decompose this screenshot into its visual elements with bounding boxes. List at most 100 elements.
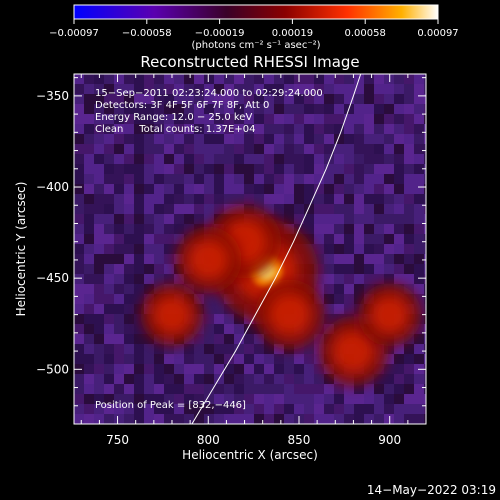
heatmap-pixel [154,264,164,274]
heatmap-pixel [194,124,204,134]
heatmap-pixel [184,94,194,104]
heatmap-pixel [394,414,404,424]
heatmap-pixel [324,234,334,244]
heatmap-pixel [74,134,84,144]
heatmap-pixel [154,344,164,354]
heatmap-pixel [174,384,184,394]
heatmap-pixel [394,174,404,184]
heatmap-pixel [254,164,264,174]
heatmap-pixel [194,134,204,144]
heatmap-pixel [404,344,414,354]
chart-title: Reconstructed RHESSI Image [140,53,359,71]
heatmap-pixel [74,404,84,414]
heatmap-pixel [384,414,394,424]
heatmap-pixel [354,394,364,404]
heatmap-pixel [244,144,254,154]
heatmap-pixel [164,84,174,94]
heatmap-pixel [74,84,84,94]
heatmap-pixel [74,104,84,114]
heatmap-pixel [324,154,334,164]
heatmap-pixel [404,154,414,164]
heatmap-pixel [94,204,104,214]
heatmap-pixel [384,224,394,234]
heatmap-pixel [234,164,244,174]
heatmap-pixel [244,374,254,384]
heatmap-pixel [374,84,384,94]
heatmap-pixel [114,284,124,294]
heatmap-pixel [304,174,314,184]
heatmap-pixel [114,414,124,424]
heatmap-pixel [164,384,174,394]
heatmap-pixel [234,124,244,134]
heatmap-pixel [274,414,284,424]
heatmap-pixel [114,194,124,204]
heatmap-pixel [414,134,424,144]
heatmap-pixel [164,194,174,204]
heatmap-pixel [214,404,224,414]
heatmap-pixel [84,234,94,244]
heatmap-pixel [374,124,384,134]
heatmap-pixel [344,154,354,164]
heatmap-pixel [164,124,174,134]
heatmap-pixel [204,314,214,324]
heatmap-pixel [104,364,114,374]
heatmap-pixel [234,394,244,404]
heatmap-pixel [344,214,354,224]
heatmap-pixel [404,144,414,154]
heatmap-pixel [344,274,354,284]
source-body [370,295,409,334]
y-tick-label: −350 [36,89,69,103]
heatmap-pixel [194,214,204,224]
heatmap-pixel [154,374,164,384]
heatmap-pixel [334,74,344,84]
heatmap-pixel [404,74,414,84]
heatmap-pixel [394,164,404,174]
heatmap-pixel [294,84,304,94]
heatmap-pixel [274,84,284,94]
heatmap-pixel [274,404,284,414]
y-tick-label: −450 [36,271,69,285]
heatmap-pixel [144,284,154,294]
heatmap-pixel [344,304,354,314]
heatmap-pixel [214,324,224,334]
heatmap-pixel [154,194,164,204]
heatmap-pixel [344,144,354,154]
heatmap-pixel [144,384,154,394]
heatmap-pixel [194,364,204,374]
heatmap-pixel [304,224,314,234]
heatmap-pixel [314,124,324,134]
heatmap-pixel [254,94,264,104]
colorbar-tick-label: 0.00019 [272,28,313,39]
heatmap-pixel [74,334,84,344]
heatmap-pixel [204,144,214,154]
heatmap-pixel [84,384,94,394]
heatmap-pixel [164,274,174,284]
heatmap-pixel [124,294,134,304]
heatmap-pixel [154,94,164,104]
heatmap-pixel [84,94,94,104]
heatmap-pixel [334,144,344,154]
heatmap-pixel [314,284,324,294]
heatmap-pixel [254,154,264,164]
heatmap-pixel [144,364,154,374]
heatmap-pixel [124,104,134,114]
heatmap-pixel [234,324,244,334]
heatmap-pixel [424,94,426,104]
heatmap-pixel [184,174,194,184]
heatmap-pixel [294,374,304,384]
heatmap-pixel [74,234,84,244]
heatmap-pixel [144,164,154,174]
heatmap-pixel [414,384,424,394]
heatmap-pixel [374,384,384,394]
heatmap-pixel [104,374,114,384]
heatmap-pixel [164,244,174,254]
heatmap-pixel [324,164,334,174]
heatmap-pixel [284,184,294,194]
heatmap-pixel [374,234,384,244]
heatmap-pixel [414,274,424,284]
heatmap-pixel [244,164,254,174]
heatmap-pixel [354,154,364,164]
heatmap-pixel [104,74,114,84]
heatmap-pixel [374,394,384,404]
heatmap-pixel [164,354,174,364]
